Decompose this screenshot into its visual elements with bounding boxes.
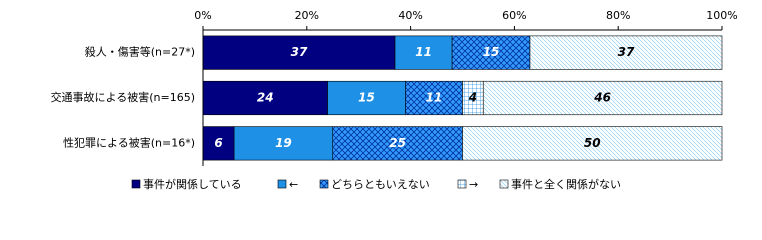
- data-label: 50: [584, 136, 601, 150]
- data-label: 37: [291, 45, 308, 59]
- chart: 0% 20% 40% 60% 80% 100% 殺人・傷害等(n=27*) 37 11 15 37 交…: [51, 9, 738, 191]
- legend-swatch: [277, 179, 287, 189]
- legend-label: →: [469, 178, 478, 191]
- bar-segment: [482, 80, 723, 116]
- data-label: 25: [389, 136, 406, 150]
- bar-segment: [233, 126, 334, 161]
- data-label: 6: [214, 136, 222, 150]
- data-label: 4: [468, 91, 477, 105]
- bar-segment: [405, 80, 463, 116]
- data-label: 24: [257, 91, 274, 105]
- data-label: 11: [415, 45, 432, 59]
- legend-swatch: [457, 179, 467, 189]
- legend-swatch: [319, 179, 329, 189]
- y-tick-label: 性犯罪による被害(n=16*): [63, 135, 195, 149]
- bar-segment: [327, 80, 406, 116]
- legend-label: 事件が関係している: [143, 177, 242, 191]
- bar-segment: [202, 35, 396, 70]
- x-tick-label: 100%: [706, 9, 737, 22]
- data-label: 11: [426, 91, 443, 105]
- bar-segment: [202, 80, 328, 116]
- x-tick-label: 40%: [398, 9, 422, 22]
- y-tick-label: 交通事故による被害(n=165): [51, 90, 195, 104]
- data-label: 37: [618, 45, 635, 59]
- x-tick-label: 80%: [606, 9, 630, 22]
- x-tick-label: 60%: [502, 9, 526, 22]
- bar-segment: [529, 35, 723, 70]
- bar-segment: [462, 126, 723, 161]
- x-tick-label: 0%: [194, 9, 211, 22]
- x-tick-label: 20%: [295, 9, 319, 22]
- legend-label: 事件と全く関係がない: [511, 177, 621, 191]
- legend-swatch: [499, 179, 509, 189]
- y-tick-label: 殺人・傷害等(n=27*): [85, 45, 195, 59]
- data-label: 19: [275, 136, 292, 150]
- data-label: 15: [483, 45, 500, 59]
- legend-label: ←: [289, 178, 298, 191]
- legend-swatch: [131, 179, 141, 189]
- bar-segment: [332, 126, 463, 161]
- data-label: 46: [593, 91, 611, 105]
- legend-label: どちらともいえない: [331, 178, 430, 191]
- data-label: 15: [358, 91, 375, 105]
